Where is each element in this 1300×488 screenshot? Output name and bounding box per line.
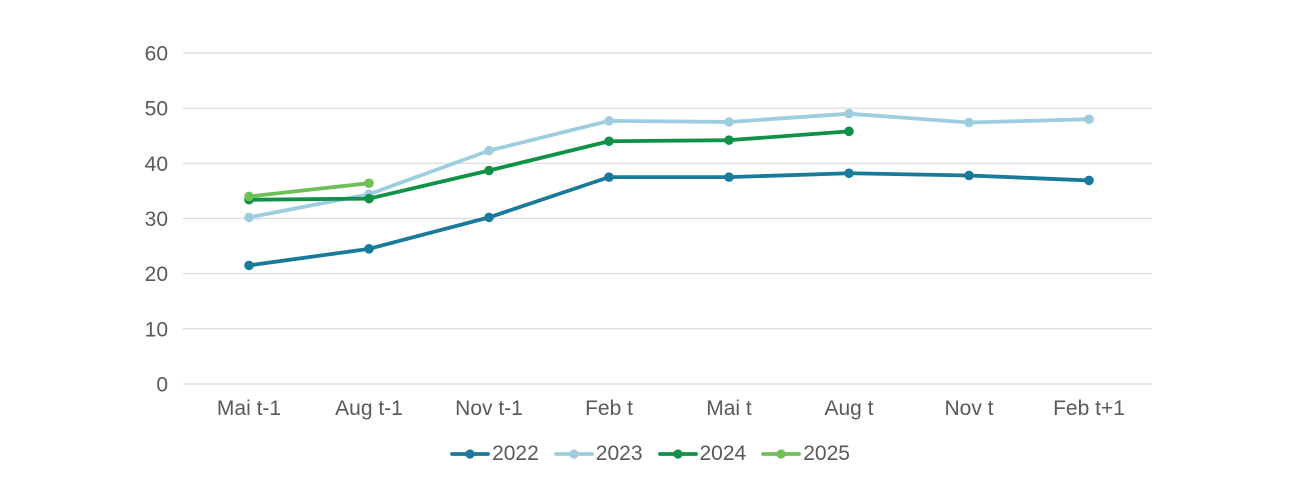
y-axis-tick-label: 40 (145, 153, 168, 176)
data-point-marker-2023 (844, 108, 854, 119)
data-point-marker-2022 (364, 244, 374, 254)
data-point-marker-2023 (244, 212, 254, 223)
y-axis-tick-label: 0 (156, 374, 168, 397)
series-line-2025 (247, 181, 371, 199)
legend-item-2022: 2022 (450, 443, 539, 464)
x-axis-tick-label: Nov t-1 (455, 397, 523, 420)
data-point-marker-2024 (604, 136, 614, 147)
legend-marker-icon (657, 448, 698, 459)
legend-marker-icon (553, 448, 594, 459)
data-point-marker-2024 (844, 126, 854, 137)
legend-marker-icon (761, 448, 802, 459)
y-axis-tick-label: 10 (145, 318, 168, 341)
series-line-2023 (247, 111, 1091, 220)
legend-marker-icon (450, 448, 490, 459)
legend-item-2025: 2025 (761, 443, 850, 464)
data-point-marker-2022 (964, 170, 974, 181)
x-axis-tick-label: Feb t+1 (1053, 397, 1125, 420)
legend-item-2023: 2023 (553, 442, 643, 465)
data-point-marker-2022 (844, 168, 854, 179)
y-axis-tick-label: 60 (145, 43, 168, 66)
data-point-marker-2022 (604, 172, 614, 182)
legend-label: 2024 (699, 442, 747, 465)
series-line-2024 (247, 129, 851, 202)
legend-label: 2023 (595, 442, 643, 465)
x-axis-tick-label: Aug t-1 (335, 397, 403, 420)
data-point-marker-2023 (1084, 114, 1094, 124)
data-point-marker-2025 (364, 178, 374, 188)
data-point-marker-2023 (724, 117, 734, 127)
data-point-marker-2024 (484, 165, 494, 176)
y-axis-tick-label: 30 (145, 208, 168, 231)
data-point-marker-2022 (724, 172, 734, 182)
data-point-marker-2022 (244, 260, 254, 271)
data-point-marker-2023 (964, 117, 974, 128)
y-axis-tick-label: 20 (145, 263, 168, 286)
data-point-marker-2024 (724, 135, 734, 145)
series-line-2022 (247, 171, 1091, 268)
data-point-marker-2023 (484, 145, 494, 156)
legend-item-2024: 2024 (657, 442, 747, 465)
forecast-line-chart: 0 10 20 30 40 50 60 Mai t-1 Aug t-1 Nov t-1 Feb t M… (145, 43, 1152, 420)
x-axis-tick-label: Nov t (944, 397, 993, 420)
data-point-marker-2022 (484, 212, 494, 223)
x-axis-tick-label: Mai t (706, 397, 752, 420)
x-axis-tick-label: Feb t (585, 397, 633, 420)
x-axis-tick-label: Aug t (824, 397, 873, 420)
chart-legend: 2022 2023 2024 2025 (0, 443, 1300, 464)
data-point-marker-2024 (364, 193, 374, 204)
legend-label: 2025 (803, 442, 850, 465)
data-point-marker-2023 (604, 116, 614, 126)
y-axis-tick-label: 50 (145, 98, 168, 121)
data-point-marker-2025 (244, 191, 254, 202)
data-point-marker-2022 (1084, 175, 1094, 186)
x-axis-tick-label: Mai t-1 (217, 397, 281, 420)
legend-label: 2022 (492, 442, 539, 465)
